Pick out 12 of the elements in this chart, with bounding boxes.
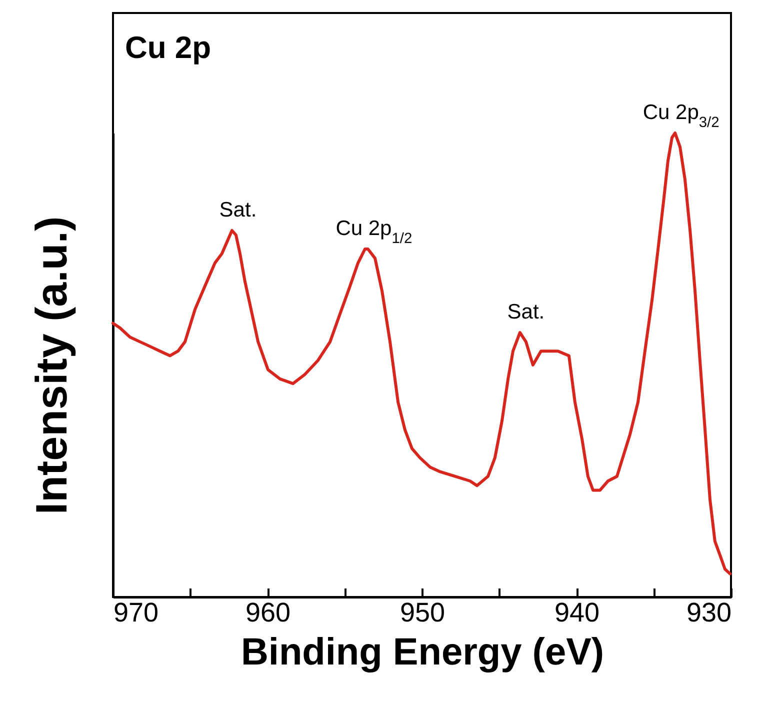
x-axis-title: Binding Energy (eV) <box>240 632 604 674</box>
y-axis-title: Intensity (a.u.) <box>28 216 76 515</box>
x-tick-label: 940 <box>554 598 600 628</box>
x-tick-label: 930 <box>686 598 732 628</box>
annotation: Cu 2p$_{1/2}$ <box>336 217 412 247</box>
annotation: Sat. <box>507 300 545 324</box>
x-tick-label: 950 <box>400 598 446 628</box>
annotation: Cu 2p$_{3/2}$ <box>642 101 720 131</box>
chart-title: Cu 2p <box>125 30 212 65</box>
x-tick-label: 970 <box>114 598 159 628</box>
annotation: Sat. <box>219 198 257 222</box>
x-tick-label: 960 <box>245 598 291 628</box>
